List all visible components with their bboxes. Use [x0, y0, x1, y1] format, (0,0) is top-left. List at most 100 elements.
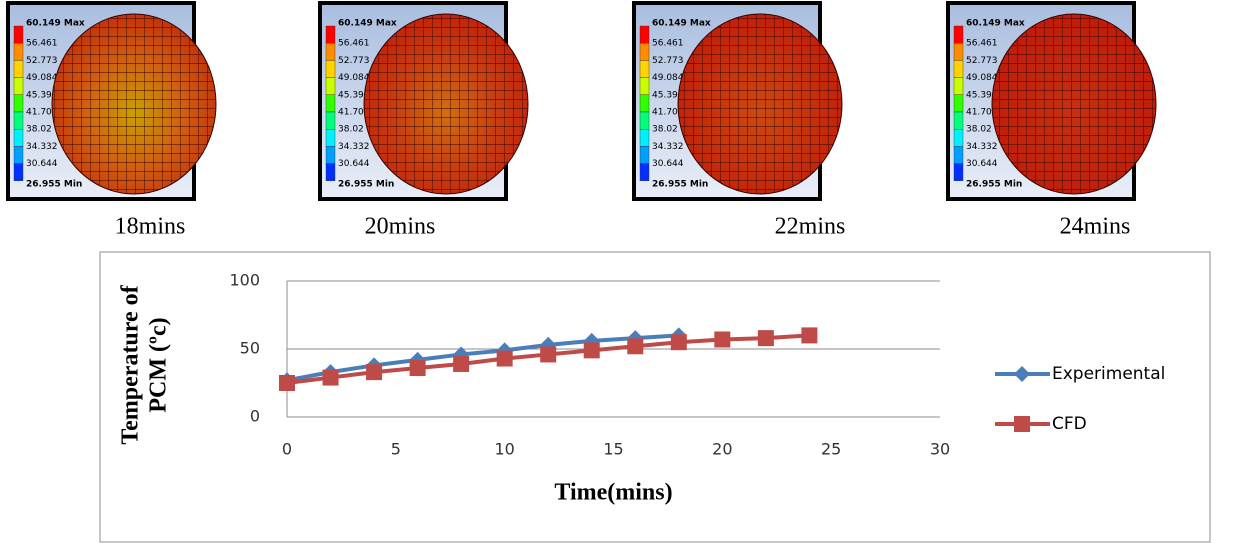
y-axis-title: PCM (ºc): [146, 317, 172, 412]
legend-label: 30.644: [338, 159, 370, 169]
legend-label: 49.084: [338, 73, 370, 83]
marker: [714, 331, 730, 347]
color-band: [640, 146, 649, 163]
color-band: [326, 60, 335, 77]
color-band: [640, 129, 649, 146]
color-band: [954, 26, 963, 43]
color-band: [14, 60, 23, 77]
marker: [758, 330, 774, 346]
color-band: [326, 164, 335, 181]
color-band: [326, 129, 335, 146]
legend-label: 26.955 Min: [652, 179, 708, 189]
legend-label: 52.773: [338, 56, 370, 66]
color-band: [14, 129, 23, 146]
caption: 22mins: [775, 214, 846, 240]
x-axis-title: Time(mins): [554, 480, 672, 506]
legend-label: 38.02: [966, 125, 992, 135]
y-tick-label: 50: [240, 339, 260, 358]
color-band: [326, 112, 335, 129]
color-band: [14, 112, 23, 129]
legend-label: 30.644: [966, 159, 998, 169]
marker: [366, 364, 382, 380]
legend-label: 49.084: [652, 73, 684, 83]
marker: [627, 338, 643, 354]
x-tick-label: 20: [712, 440, 732, 459]
x-tick-label: 15: [603, 440, 623, 459]
legend-label: 56.461: [338, 39, 370, 49]
legend-label: 26.955 Min: [26, 179, 82, 189]
contour-panel: 60.149 Max56.46152.77349.08445.39641.708…: [318, 1, 528, 201]
color-band: [326, 146, 335, 163]
legend-label: 56.461: [26, 39, 58, 49]
legend-label: CFD: [1052, 414, 1087, 434]
marker: [671, 334, 687, 350]
color-band: [640, 78, 649, 95]
color-band: [14, 78, 23, 95]
color-band: [954, 112, 963, 129]
legend-label: 26.955 Min: [338, 179, 394, 189]
legend-label: 56.461: [966, 39, 998, 49]
color-band: [954, 95, 963, 112]
legend-label: 60.149 Max: [966, 19, 1025, 29]
legend-marker: [1014, 416, 1030, 432]
color-band: [954, 129, 963, 146]
x-tick-label: 5: [391, 440, 401, 459]
legend-label: 38.02: [26, 125, 52, 135]
legend-label: 56.461: [652, 39, 684, 49]
legend-label: 60.149 Max: [338, 19, 397, 29]
y-tick-label: 100: [229, 271, 260, 290]
contour-panel: 60.149 Max56.46152.77349.08445.39641.708…: [946, 1, 1156, 201]
legend-label: 52.773: [652, 56, 684, 66]
marker: [323, 370, 339, 386]
caption: 20mins: [365, 214, 436, 240]
legend-label: 52.773: [966, 56, 998, 66]
page: 60.149 Max56.46152.77349.08445.39641.708…: [0, 0, 1252, 543]
color-band: [326, 95, 335, 112]
color-band: [640, 95, 649, 112]
color-band: [640, 26, 649, 43]
color-band: [326, 43, 335, 60]
mesh: [678, 14, 842, 194]
marker: [584, 342, 600, 358]
x-tick-label: 25: [821, 440, 841, 459]
legend-label: 26.955 Min: [966, 179, 1022, 189]
color-band: [14, 146, 23, 163]
contour-panel: 60.149 Max56.46152.77349.08445.39641.708…: [632, 1, 842, 201]
legend-label: 49.084: [966, 73, 998, 83]
marker: [453, 356, 469, 372]
legend-label: 34.332: [338, 142, 370, 152]
marker: [801, 327, 817, 343]
color-band: [326, 78, 335, 95]
legend-label: 49.084: [26, 73, 58, 83]
legend-label: 38.02: [652, 125, 678, 135]
figure: 60.149 Max56.46152.77349.08445.39641.708…: [0, 0, 1252, 543]
color-band: [954, 60, 963, 77]
color-band: [14, 164, 23, 181]
color-band: [954, 146, 963, 163]
legend-label: 60.149 Max: [26, 19, 85, 29]
caption: 24mins: [1060, 214, 1131, 240]
color-band: [954, 78, 963, 95]
color-band: [14, 43, 23, 60]
x-tick-label: 30: [930, 440, 950, 459]
marker: [497, 351, 513, 367]
mesh: [52, 14, 216, 194]
marker: [540, 346, 556, 362]
color-band: [326, 26, 335, 43]
legend-label: 30.644: [26, 159, 58, 169]
marker: [410, 360, 426, 376]
legend-label: 34.332: [26, 142, 58, 152]
legend-label: 60.149 Max: [652, 19, 711, 29]
mesh: [364, 14, 528, 194]
mesh: [992, 14, 1156, 194]
legend-label: 34.332: [966, 142, 998, 152]
color-band: [954, 43, 963, 60]
color-band: [14, 26, 23, 43]
color-band: [640, 60, 649, 77]
color-band: [640, 164, 649, 181]
legend-label: 30.644: [652, 159, 684, 169]
color-band: [14, 95, 23, 112]
legend-label: 52.773: [26, 56, 58, 66]
caption: 18mins: [115, 214, 186, 240]
y-axis-title: Temperature of: [118, 284, 144, 444]
